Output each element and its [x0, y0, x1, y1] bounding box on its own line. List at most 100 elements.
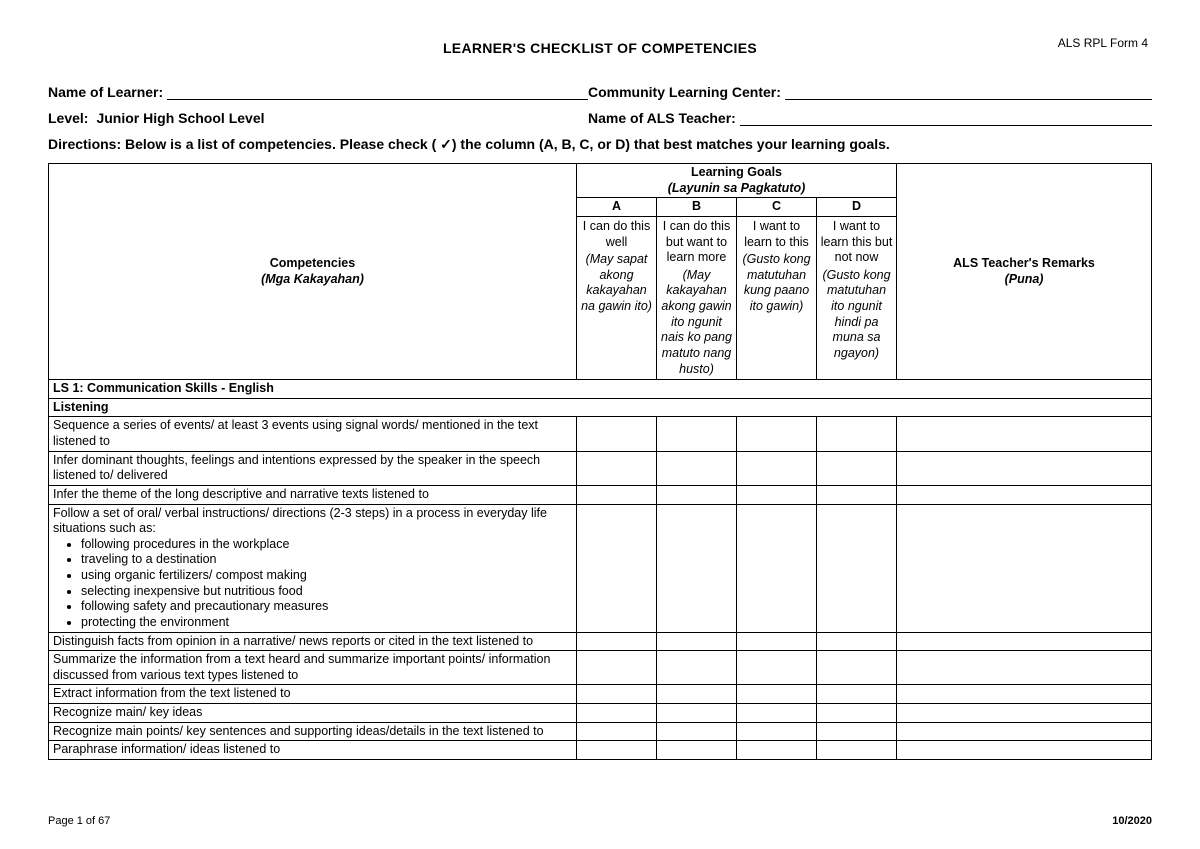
remarks-cell[interactable] — [897, 685, 1152, 704]
goal-checkbox-cell[interactable] — [737, 741, 817, 760]
table-row: Sequence a series of events/ at least 3 … — [49, 417, 1152, 451]
remarks-cell[interactable] — [897, 722, 1152, 741]
goal-checkbox-cell[interactable] — [737, 417, 817, 451]
footer-date: 10/2020 — [1112, 815, 1152, 827]
goal-checkbox-cell[interactable] — [657, 704, 737, 723]
header-competencies-tl: (Mga Kakayahan) — [261, 272, 364, 286]
remarks-cell[interactable] — [897, 417, 1152, 451]
table-row: Follow a set of oral/ verbal instruction… — [49, 504, 1152, 632]
header-goals: Learning Goals (Layunin sa Pagkatuto) — [577, 164, 897, 198]
footer-page: Page 1 of 67 — [48, 815, 110, 827]
name-label: Name of Learner: — [48, 84, 163, 100]
competency-cell: Recognize main points/ key sentences and… — [49, 722, 577, 741]
remarks-cell[interactable] — [897, 651, 1152, 685]
goal-checkbox-cell[interactable] — [657, 632, 737, 651]
col-b-letter: B — [657, 198, 737, 217]
goal-checkbox-cell[interactable] — [657, 741, 737, 760]
goal-checkbox-cell[interactable] — [817, 632, 897, 651]
goal-checkbox-cell[interactable] — [817, 485, 897, 504]
table-row: Infer the theme of the long descriptive … — [49, 485, 1152, 504]
col-a-letter: A — [577, 198, 657, 217]
goal-checkbox-cell[interactable] — [577, 651, 657, 685]
competency-cell: Summarize the information from a text he… — [49, 651, 577, 685]
goal-checkbox-cell[interactable] — [737, 685, 817, 704]
goal-checkbox-cell[interactable] — [737, 451, 817, 485]
goal-checkbox-cell[interactable] — [577, 632, 657, 651]
col-c-desc-en: I want to learn to this — [739, 219, 814, 250]
header-remarks-en: ALS Teacher's Remarks — [953, 256, 1095, 270]
header-remarks: ALS Teacher's Remarks (Puna) — [897, 164, 1152, 380]
goal-checkbox-cell[interactable] — [817, 722, 897, 741]
goal-checkbox-cell[interactable] — [577, 451, 657, 485]
goal-checkbox-cell[interactable] — [657, 451, 737, 485]
directions-text: Directions: Below is a list of competenc… — [48, 136, 1152, 153]
goal-checkbox-cell[interactable] — [817, 451, 897, 485]
table-row: Paraphrase information/ ideas listened t… — [49, 741, 1152, 760]
table-row: Recognize main points/ key sentences and… — [49, 722, 1152, 741]
table-row: Infer dominant thoughts, feelings and in… — [49, 451, 1152, 485]
page-footer: Page 1 of 67 10/2020 — [48, 815, 1152, 827]
goal-checkbox-cell[interactable] — [657, 417, 737, 451]
col-a-desc: I can do this well (May sapat akong kaka… — [577, 216, 657, 379]
teacher-input-line[interactable] — [740, 110, 1152, 126]
col-d-desc-tl: (Gusto kong matutuhan ito ngunit hindi p… — [819, 268, 894, 362]
col-a-desc-en: I can do this well — [579, 219, 654, 250]
remarks-cell[interactable] — [897, 451, 1152, 485]
goal-checkbox-cell[interactable] — [737, 722, 817, 741]
goal-checkbox-cell[interactable] — [817, 504, 897, 632]
competency-cell: Infer dominant thoughts, feelings and in… — [49, 451, 577, 485]
level-label: Level: — [48, 110, 88, 126]
goal-checkbox-cell[interactable] — [817, 704, 897, 723]
remarks-cell[interactable] — [897, 632, 1152, 651]
goal-checkbox-cell[interactable] — [577, 722, 657, 741]
goal-checkbox-cell[interactable] — [737, 485, 817, 504]
goal-checkbox-cell[interactable] — [737, 704, 817, 723]
col-b-desc: I can do this but want to learn more (Ma… — [657, 216, 737, 379]
header-remarks-tl: (Puna) — [1005, 272, 1044, 286]
remarks-cell[interactable] — [897, 485, 1152, 504]
goal-checkbox-cell[interactable] — [737, 632, 817, 651]
goal-checkbox-cell[interactable] — [577, 485, 657, 504]
competency-cell: Infer the theme of the long descriptive … — [49, 485, 577, 504]
teacher-label: Name of ALS Teacher: — [588, 110, 736, 126]
goal-checkbox-cell[interactable] — [817, 651, 897, 685]
goal-checkbox-cell[interactable] — [657, 685, 737, 704]
col-d-letter: D — [817, 198, 897, 217]
remarks-cell[interactable] — [897, 741, 1152, 760]
page-title: LEARNER'S CHECKLIST OF COMPETENCIES — [48, 40, 1152, 56]
remarks-cell[interactable] — [897, 704, 1152, 723]
competency-cell: Paraphrase information/ ideas listened t… — [49, 741, 577, 760]
remarks-cell[interactable] — [897, 504, 1152, 632]
goal-checkbox-cell[interactable] — [737, 651, 817, 685]
goal-checkbox-cell[interactable] — [657, 722, 737, 741]
goal-checkbox-cell[interactable] — [817, 741, 897, 760]
competencies-table: Competencies (Mga Kakayahan) Learning Go… — [48, 163, 1152, 760]
goal-checkbox-cell[interactable] — [657, 485, 737, 504]
header-competencies-en: Competencies — [270, 256, 355, 270]
goal-checkbox-cell[interactable] — [817, 417, 897, 451]
goal-checkbox-cell[interactable] — [577, 685, 657, 704]
competency-cell: Sequence a series of events/ at least 3 … — [49, 417, 577, 451]
goal-checkbox-cell[interactable] — [657, 504, 737, 632]
goal-checkbox-cell[interactable] — [577, 704, 657, 723]
goal-checkbox-cell[interactable] — [737, 504, 817, 632]
goal-checkbox-cell[interactable] — [577, 504, 657, 632]
name-input-line[interactable] — [167, 84, 588, 100]
table-row: Distinguish facts from opinion in a narr… — [49, 632, 1152, 651]
competency-cell: Distinguish facts from opinion in a narr… — [49, 632, 577, 651]
table-row: Recognize main/ key ideas — [49, 704, 1152, 723]
col-d-desc: I want to learn this but not now (Gusto … — [817, 216, 897, 379]
header-competencies: Competencies (Mga Kakayahan) — [49, 164, 577, 380]
goal-checkbox-cell[interactable] — [577, 417, 657, 451]
col-b-desc-en: I can do this but want to learn more — [659, 219, 734, 266]
col-c-desc-tl: (Gusto kong matutuhan kung paano ito gaw… — [739, 252, 814, 315]
subsection-heading: Listening — [49, 398, 1152, 417]
center-label: Community Learning Center: — [588, 84, 781, 100]
header-goals-en: Learning Goals — [691, 165, 782, 179]
center-input-line[interactable] — [785, 84, 1152, 100]
goal-checkbox-cell[interactable] — [577, 741, 657, 760]
goal-checkbox-cell[interactable] — [657, 651, 737, 685]
header-fields: Name of Learner: Community Learning Cent… — [48, 84, 1152, 126]
level-value: Junior High School Level — [96, 110, 264, 126]
goal-checkbox-cell[interactable] — [817, 685, 897, 704]
